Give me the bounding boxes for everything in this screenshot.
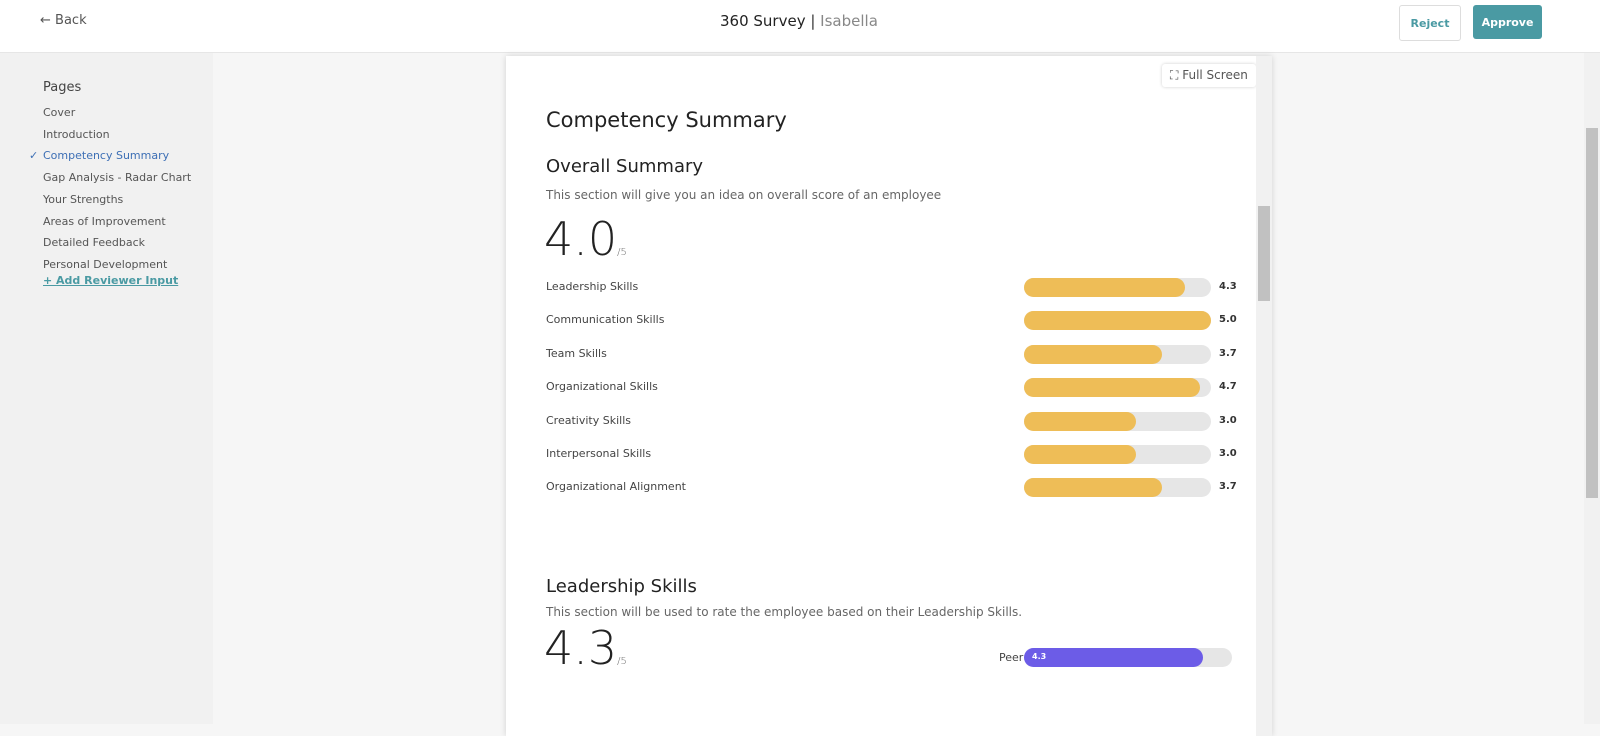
overall-heading: Overall Summary	[546, 156, 704, 177]
score: 4.3	[544, 621, 618, 675]
page-link[interactable]: Personal Development	[43, 257, 168, 271]
skill-name: Interpersonal Skills	[546, 447, 652, 460]
top-bar: ← Back 360 Survey | Isabella Reject Appr…	[0, 0, 1600, 53]
page-scrollbar	[1584, 53, 1600, 724]
value-label: 5.0	[1219, 314, 1237, 326]
skill-name: Organizational Skills	[546, 380, 658, 394]
check-icon: ✓	[29, 149, 39, 163]
scrollbar	[1256, 56, 1272, 736]
sidebar: Pages + Add Reviewer Input Cover Introduc…	[0, 53, 213, 724]
leadership-heading: Leadership Skills	[546, 576, 697, 597]
full-screen-button[interactable]: ⛶ Full Screen	[1162, 64, 1256, 87]
value-label: 4.3	[1219, 281, 1237, 292]
scale: /5	[617, 656, 627, 667]
reviewer-label: Peer	[999, 651, 1024, 664]
section-title: Competency Summary	[546, 108, 787, 132]
overall-score: 4.0/5	[544, 212, 627, 266]
bar-track	[1024, 478, 1211, 498]
page-link[interactable]: Cover	[43, 106, 76, 119]
add-reviewer[interactable]: + Add Reviewer Input	[43, 274, 179, 287]
page-link[interactable]: Gap Analysis - Radar Chart	[43, 171, 192, 185]
overall-description: This section will give you an idea on ov…	[546, 188, 942, 202]
report-card: ⛶ Full Screen Competency Summary Overall…	[506, 56, 1272, 736]
skill-name: Creativity Skills	[546, 413, 631, 427]
bar-track	[1024, 311, 1211, 331]
value-label: 3.0	[1219, 448, 1237, 459]
bar	[1024, 278, 1185, 297]
value-label: 3.0	[1219, 414, 1237, 426]
bar-track: 4.3	[1024, 648, 1232, 667]
bar-track	[1024, 411, 1211, 431]
back-link[interactable]: ← Back	[40, 13, 87, 28]
bar	[1024, 445, 1137, 464]
scale: /5	[617, 247, 627, 258]
bar-track	[1024, 278, 1211, 297]
bar	[1024, 344, 1163, 364]
skill-name: Organizational Alignment	[546, 480, 686, 494]
scroll-thumb[interactable]	[1586, 128, 1598, 498]
value-label: 4.7	[1219, 381, 1237, 393]
bar-track	[1024, 378, 1211, 398]
page-link[interactable]: Detailed Feedback	[43, 236, 146, 250]
value-label: 3.7	[1219, 347, 1237, 359]
full-screen-text[interactable]: Full Screen	[1182, 68, 1248, 82]
leadership-description: This section will be used to rate the em…	[546, 605, 1023, 619]
back-text[interactable]: Back	[55, 13, 87, 28]
scroll-thumb[interactable]	[1258, 206, 1270, 301]
page-link[interactable]: Competency Summary	[43, 149, 170, 163]
pages-heading: Pages	[43, 80, 82, 95]
skill-name: Team Skills	[546, 346, 607, 360]
bar-track	[1024, 445, 1211, 464]
approve-button[interactable]: Approve	[1473, 5, 1542, 39]
value-label: 3.7	[1219, 481, 1237, 493]
bar-track	[1024, 344, 1211, 364]
bar	[1024, 311, 1211, 331]
page-link[interactable]: Areas of Improvement	[43, 214, 166, 228]
subject: Isabella	[820, 12, 878, 30]
leadership-score: 4.3/5	[544, 621, 627, 675]
page-link[interactable]: Your Strengths	[43, 192, 124, 206]
score: 4.0	[544, 212, 618, 266]
bar	[1024, 411, 1137, 431]
bar	[1024, 478, 1163, 498]
survey-title: 360 Survey	[720, 12, 806, 30]
title: 360 Survey | Isabella	[720, 12, 878, 30]
page-link[interactable]: Introduction	[43, 127, 110, 141]
bar	[1024, 378, 1200, 398]
skill-name: Communication Skills	[546, 313, 665, 327]
add-text[interactable]: Add Reviewer Input	[56, 274, 179, 287]
value-label: 4.3	[1032, 652, 1047, 661]
skill-name: Leadership Skills	[546, 280, 639, 293]
reject-button[interactable]: Reject	[1399, 5, 1461, 41]
bar: 4.3	[1024, 648, 1203, 667]
